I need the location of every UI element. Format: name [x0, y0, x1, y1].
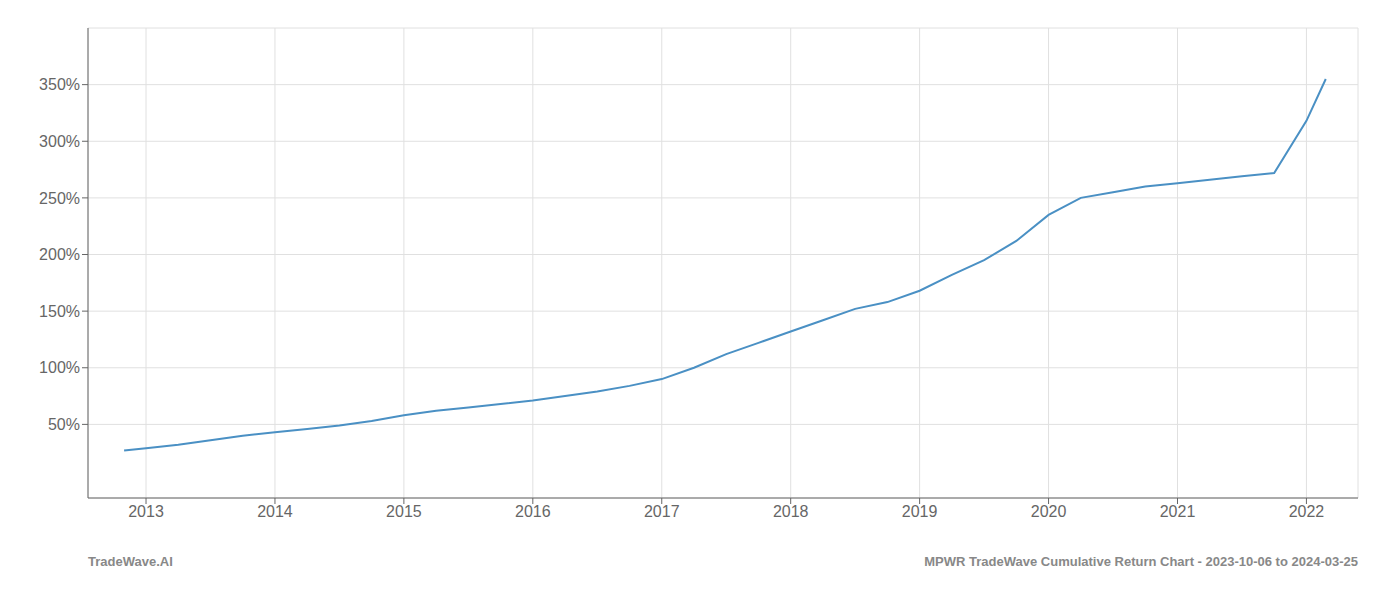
svg-text:2014: 2014 [257, 503, 293, 520]
svg-text:2020: 2020 [1031, 503, 1067, 520]
svg-text:50%: 50% [48, 416, 80, 433]
svg-text:2018: 2018 [773, 503, 809, 520]
svg-text:2015: 2015 [386, 503, 422, 520]
svg-text:200%: 200% [39, 246, 80, 263]
svg-text:2013: 2013 [128, 503, 164, 520]
svg-text:2016: 2016 [515, 503, 551, 520]
svg-text:2019: 2019 [902, 503, 938, 520]
svg-text:150%: 150% [39, 303, 80, 320]
svg-text:2022: 2022 [1289, 503, 1325, 520]
svg-text:250%: 250% [39, 190, 80, 207]
svg-text:350%: 350% [39, 76, 80, 93]
html-text:MPWR TradeWave Cumulative Retu: MPWR TradeWave Cumulative Return Chart -… [924, 554, 1358, 569]
html-text:TradeWave.AI: TradeWave.AI [88, 554, 173, 569]
svg-text:100%: 100% [39, 359, 80, 376]
svg-text:300%: 300% [39, 133, 80, 150]
svg-text:2021: 2021 [1160, 503, 1196, 520]
svg-text:2017: 2017 [644, 503, 680, 520]
